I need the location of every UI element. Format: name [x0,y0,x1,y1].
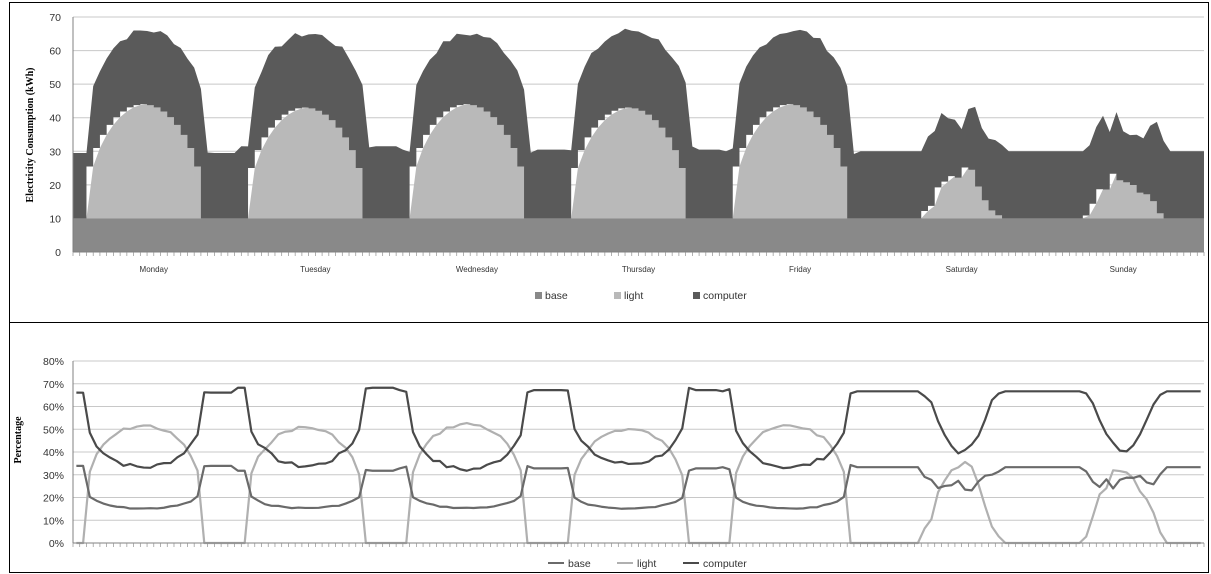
bottom-y-tick-labels: 0% 10% 20% 30% 40% 50% 60% 70% 80% [43,356,64,550]
top-y-tick-label: 40 [49,113,61,125]
bottom-y-tick-label: 80% [43,356,64,368]
top-y-tick-label: 50 [49,79,61,91]
top-y-tick-label: 0 [55,247,61,259]
top-legend-swatch-computer [693,292,700,299]
bottom-y-tick-label: 40% [43,447,64,459]
bottom-y-tick-label: 30% [43,470,64,482]
top-legend-swatch-base [535,292,542,299]
top-y-axis-label: Electricity Consumption (kWh) [25,68,36,203]
line-computer [76,386,1201,472]
area-base [73,218,1204,252]
bottom-gridlines [73,360,1204,521]
bottom-x-axis [72,361,1205,547]
bottom-legend-label-computer: computer [703,558,747,570]
area-computer [73,28,1204,219]
top-x-tick-label: Sunday [1110,265,1137,274]
top-legend: base light computer [535,290,747,302]
top-y-tick-label: 20 [49,180,61,192]
top-y-tick-labels: 0 10 20 30 40 50 60 70 [49,12,61,259]
top-x-axis [72,17,1205,256]
area-light [73,104,1204,219]
bottom-y-tick-label: 60% [43,402,64,414]
bottom-y-tick-label: 50% [43,424,64,436]
bottom-legend: base light computer [548,558,747,570]
bottom-y-tick-label: 70% [43,379,64,391]
top-x-tick-label: Saturday [946,265,978,274]
top-x-tick-label: Monday [140,265,168,274]
bottom-y-axis-label: Percentage [13,416,24,464]
top-legend-label-light: light [624,290,643,302]
top-x-tick-label: Friday [789,265,811,274]
bottom-legend-label-base: base [568,558,591,570]
top-x-tick-label: Wednesday [456,265,498,274]
consumption-area-chart: 0 10 20 30 40 50 60 70 Monday Tuesday Wednesday Th… [25,12,1205,302]
top-y-tick-label: 10 [49,213,61,225]
bottom-legend-label-light: light [637,558,656,570]
bottom-y-tick-label: 10% [43,515,64,527]
line-base [76,463,1201,510]
top-x-tick-label: Tuesday [300,265,330,274]
bottom-y-tick-label: 20% [43,493,64,505]
top-x-tick-labels: Monday Tuesday Wednesday Thursday Friday Satu… [140,265,1137,274]
top-legend-label-computer: computer [703,290,747,302]
top-legend-label-base: base [545,290,568,302]
top-y-tick-label: 60 [49,46,61,58]
bottom-y-tick-label: 0% [49,538,64,550]
percentage-line-chart: 0% 10% 20% 30% 40% 50% 60% 70% 80% Percentage ba… [13,356,1205,570]
top-legend-swatch-light [614,292,621,299]
top-y-tick-label: 70 [49,12,61,24]
top-x-tick-label: Thursday [622,265,655,274]
bottom-chart-frame [9,322,1209,573]
top-stacked-areas [73,28,1204,252]
top-y-tick-label: 30 [49,146,61,158]
